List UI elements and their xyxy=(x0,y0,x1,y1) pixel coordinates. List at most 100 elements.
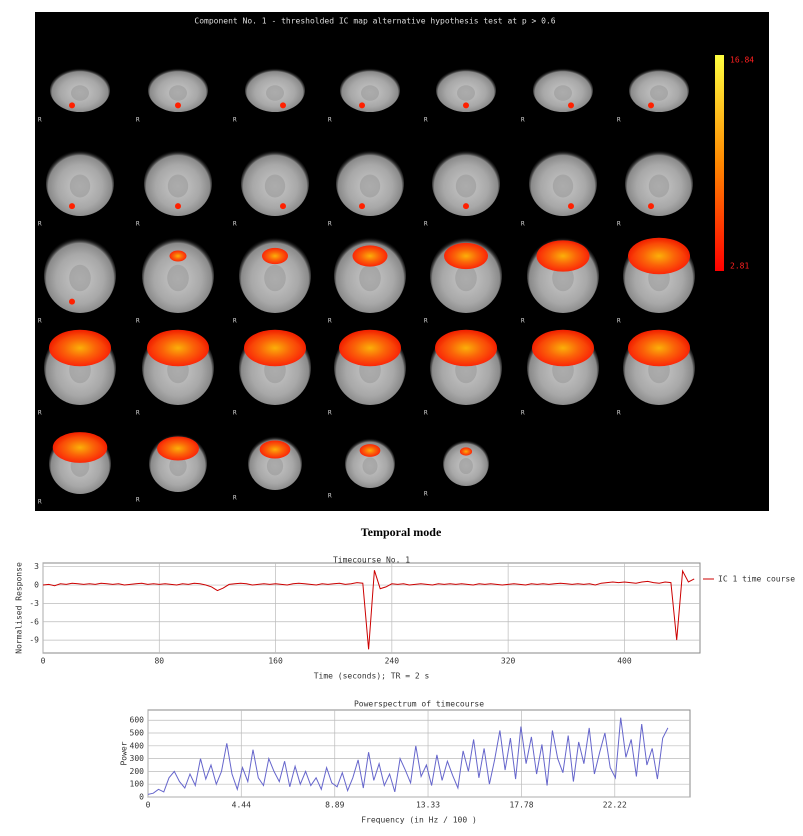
activation xyxy=(648,203,654,210)
x-axis-label: Frequency (in Hz / 100 ) xyxy=(361,816,477,825)
y-tick-label: -3 xyxy=(29,599,39,608)
y-axis-label: Power xyxy=(120,741,129,765)
activation xyxy=(568,203,574,210)
orientation-label: R xyxy=(136,497,140,504)
x-axis-label: Time (seconds); TR = 2 s xyxy=(314,672,430,681)
orientation-label: R xyxy=(136,318,140,325)
orientation-label: R xyxy=(521,117,525,124)
activation xyxy=(536,240,590,272)
activation xyxy=(175,102,181,109)
y-tick-label: 200 xyxy=(130,767,145,776)
activation xyxy=(262,247,288,265)
y-tick-label: 600 xyxy=(130,716,145,725)
slice-detail xyxy=(552,174,574,198)
slice-detail xyxy=(71,85,89,101)
chart-title: Timecourse No. 1 xyxy=(333,556,410,565)
slice-detail xyxy=(266,85,284,101)
activation xyxy=(280,203,286,210)
slices: R R R R R R R R R R R R R R R R R R R R R R R R R R R R R R R R R xyxy=(38,68,695,506)
activation xyxy=(463,102,469,109)
orientation-label: R xyxy=(38,221,42,228)
orientation-label: R xyxy=(136,221,140,228)
slice-detail xyxy=(359,174,381,198)
orientation-label: R xyxy=(328,221,332,228)
activation xyxy=(69,298,75,305)
orientation-label: R xyxy=(617,221,621,228)
activation xyxy=(444,242,488,270)
activation xyxy=(352,245,388,267)
y-tick-label: -9 xyxy=(29,636,39,645)
activation xyxy=(175,203,181,210)
activation xyxy=(169,250,187,262)
activation xyxy=(568,102,574,109)
x-tick-label: 17.78 xyxy=(509,801,533,810)
activation xyxy=(339,329,401,367)
activation xyxy=(244,329,306,367)
x-tick-label: 13.33 xyxy=(416,801,440,810)
activation xyxy=(359,102,365,109)
orientation-label: R xyxy=(617,318,621,325)
slice-detail xyxy=(264,264,286,292)
orientation-label: R xyxy=(424,410,428,417)
activation xyxy=(49,329,111,367)
orientation-label: R xyxy=(617,117,621,124)
orientation-label: R xyxy=(521,318,525,325)
y-axis-label: Normalised Response xyxy=(15,562,24,654)
y-tick-label: 100 xyxy=(130,780,145,789)
y-tick-label: 500 xyxy=(130,729,145,738)
slice-detail xyxy=(455,174,477,198)
x-tick-label: 22.22 xyxy=(603,801,627,810)
x-tick-label: 320 xyxy=(501,657,516,666)
section-heading: Temporal mode xyxy=(361,525,442,539)
slice-detail xyxy=(648,174,670,198)
slice-detail xyxy=(69,174,91,198)
slice-detail xyxy=(169,455,187,477)
slice-detail xyxy=(69,264,91,292)
orientation-label: R xyxy=(233,495,237,502)
y-tick-label: 400 xyxy=(130,741,145,750)
y-tick-label: -6 xyxy=(29,617,39,626)
slice-detail xyxy=(459,457,473,475)
activation xyxy=(459,447,473,456)
activation xyxy=(359,444,381,457)
activation xyxy=(628,237,690,275)
orientation-label: R xyxy=(136,117,140,124)
activation xyxy=(435,329,497,367)
slice-detail xyxy=(167,264,189,292)
orientation-label: R xyxy=(38,117,42,124)
slice-detail xyxy=(554,85,572,101)
activation xyxy=(52,432,108,463)
x-tick-label: 0 xyxy=(41,657,46,666)
activation xyxy=(628,329,690,367)
orientation-label: R xyxy=(521,410,525,417)
activation xyxy=(532,329,594,367)
activation xyxy=(648,102,654,109)
y-tick-label: 300 xyxy=(130,754,145,763)
x-tick-label: 240 xyxy=(385,657,400,666)
orientation-label: R xyxy=(38,318,42,325)
slice-detail xyxy=(264,174,286,198)
activation xyxy=(69,203,75,210)
slice-detail xyxy=(650,85,668,101)
colorbar-min: 2.81 xyxy=(730,262,749,271)
orientation-label: R xyxy=(233,221,237,228)
orientation-label: R xyxy=(38,410,42,417)
x-tick-label: 8.89 xyxy=(325,801,344,810)
activation xyxy=(463,203,469,210)
chart-title: Powerspectrum of timecourse xyxy=(354,700,484,709)
orientation-label: R xyxy=(136,410,140,417)
activation xyxy=(69,102,75,109)
orientation-label: R xyxy=(328,117,332,124)
orientation-label: R xyxy=(521,221,525,228)
slice-detail xyxy=(359,264,381,292)
orientation-label: R xyxy=(233,318,237,325)
orientation-label: R xyxy=(233,117,237,124)
slice-detail xyxy=(361,85,379,101)
activation xyxy=(157,436,199,461)
x-tick-label: 160 xyxy=(268,657,283,666)
slice-detail xyxy=(552,264,574,292)
brain-map-title: Component No. 1 - thresholded IC map alt… xyxy=(194,17,555,26)
colorbar xyxy=(715,55,724,271)
y-tick-label: 3 xyxy=(34,562,39,571)
